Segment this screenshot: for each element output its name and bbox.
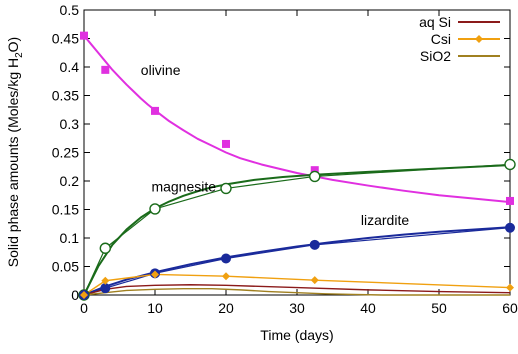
- x-tick-label: 50: [431, 300, 447, 316]
- y-tick-label: 0.35: [52, 88, 79, 104]
- data-point-lizardite_observed: [221, 253, 231, 264]
- legend-label: Csi: [431, 31, 451, 47]
- marker-layer: [78, 31, 516, 301]
- data-point-lizardite_observed: [100, 283, 111, 294]
- data-point-magnesite_observed: [149, 203, 161, 215]
- series-line-csi: [83, 273, 511, 296]
- series-line-lizardite_model_a: [83, 226, 511, 296]
- y-tick-label: 0.5: [60, 2, 80, 18]
- data-point-csi: [222, 272, 230, 281]
- data-point-magnesite_observed: [309, 170, 321, 183]
- x-axis-label: Time (days): [260, 327, 333, 343]
- series-line-sio2: [83, 288, 510, 296]
- data-point-csi: [151, 270, 159, 279]
- y-tick-label: 0: [71, 287, 79, 303]
- series-layer: [83, 35, 511, 296]
- series-line-olivine_model: [83, 35, 511, 204]
- y-tick-label: 0.15: [52, 202, 79, 218]
- x-tick-label: 40: [360, 300, 376, 316]
- x-tick-label: 60: [502, 300, 518, 316]
- annotation-label: olivine: [141, 62, 181, 78]
- data-point-olivine_observed: [506, 196, 514, 205]
- data-point-olivine_observed: [310, 166, 319, 175]
- data-point-olivine_observed: [101, 65, 110, 74]
- y-axis-label: Solid phase amounts (Moles/kg H2O): [5, 37, 25, 267]
- y-tick-label: 0.45: [52, 31, 79, 47]
- annotation-label: lizardite: [361, 212, 409, 228]
- y-axis-label-subscript: 2: [14, 52, 25, 58]
- data-point-olivine_observed: [151, 106, 159, 115]
- legend-label: aq Si: [419, 14, 451, 30]
- x-axis: 0 10 20 30 40 50 60: [80, 10, 518, 316]
- data-point-csi: [101, 276, 110, 285]
- y-axis-label-suffix: O): [5, 37, 21, 53]
- y-axis-label-prefix: Solid phase amounts (Moles/kg H: [5, 58, 21, 267]
- y-tick-label: 0.4: [60, 59, 80, 75]
- series-line-magnesite_observed: [83, 163, 511, 296]
- y-tick-label: 0.3: [60, 116, 80, 132]
- annotation-layer: olivine magnesite lizardite: [141, 62, 410, 228]
- x-tick-label: 30: [289, 300, 305, 316]
- data-point-olivine_observed: [222, 139, 230, 148]
- legend-marker: [475, 35, 483, 43]
- annotation-label: magnesite: [151, 179, 216, 195]
- data-point-magnesite_observed: [220, 182, 232, 195]
- series-line-aq_si: [83, 284, 511, 296]
- y-tick-label: 0.1: [60, 230, 80, 246]
- data-point-csi: [80, 291, 88, 299]
- x-tick-label: 20: [218, 300, 234, 316]
- y-axis: 0 0.05 0.1 0.15 0.2 0.25 0.3 0.35 0.4 0.45 0.5: [52, 2, 510, 303]
- data-point-lizardite_observed: [309, 239, 320, 250]
- data-point-magnesite_observed: [99, 242, 112, 254]
- y-tick-label: 0.2: [60, 173, 80, 189]
- x-tick-label: 0: [80, 300, 88, 316]
- y-tick-label: 0.25: [52, 145, 79, 161]
- data-point-csi: [310, 276, 319, 285]
- x-tick-label: 10: [147, 300, 163, 316]
- y-tick-label: 0.05: [52, 259, 79, 275]
- legend-label: SiO2: [420, 48, 451, 64]
- data-point-magnesite_observed: [504, 158, 516, 171]
- data-point-lizardite_observed: [505, 222, 515, 233]
- data-point-olivine_observed: [80, 31, 88, 40]
- plot-area: 0 0.05 0.1 0.15 0.2 0.25 0.3 0.35 0.4 0.45 0.5 0 10…: [52, 2, 518, 316]
- data-point-csi: [506, 283, 514, 292]
